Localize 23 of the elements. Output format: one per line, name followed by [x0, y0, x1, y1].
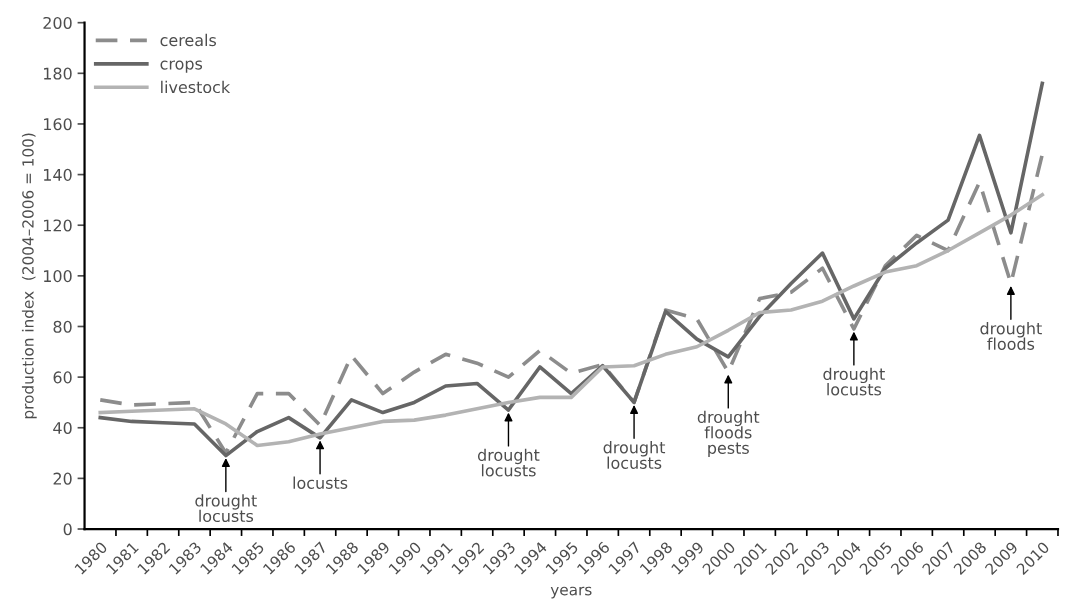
y-tick-label: 140 [44, 168, 72, 181]
annotation: drought floods [980, 322, 1042, 350]
y-tick-label: 0 [63, 523, 72, 536]
y-tick-label: 40 [53, 421, 72, 435]
y-tick-label: 80 [53, 320, 72, 333]
legend-label: livestock [161, 80, 231, 94]
x-axis-title: years [550, 586, 592, 599]
legend-label: crops [160, 60, 203, 73]
y-tick-label: 20 [53, 472, 72, 485]
y-tick-label: 60 [53, 371, 72, 384]
legend-label: cereals [160, 33, 217, 47]
y-tick-label: 200 [43, 16, 72, 29]
annotation: drought locusts [603, 441, 666, 469]
y-tick-label: 160 [44, 118, 72, 131]
y-axis-title: production index (2004–2006 = 100) [21, 133, 37, 419]
annotation: drought locusts [477, 448, 540, 477]
y-tick-label: 180 [44, 67, 72, 80]
y-tick-label: 100 [44, 270, 72, 283]
y-tick-label: 120 [44, 219, 72, 232]
annotation: drought locusts [823, 367, 885, 396]
annotation: locusts [293, 476, 348, 489]
annotation: drought locusts [195, 494, 257, 523]
annotation: drought floods pests [697, 410, 760, 458]
